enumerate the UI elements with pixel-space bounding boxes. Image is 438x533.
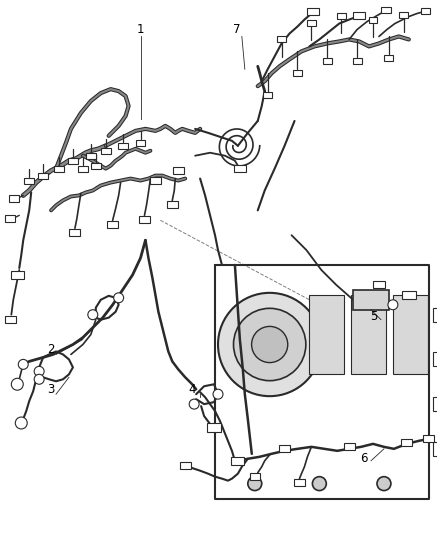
Circle shape bbox=[248, 477, 262, 490]
Circle shape bbox=[15, 417, 27, 429]
Bar bbox=[150, 177, 161, 184]
Bar bbox=[423, 435, 434, 442]
Text: 4: 4 bbox=[188, 383, 196, 395]
Bar bbox=[277, 36, 286, 43]
Text: 6: 6 bbox=[360, 453, 368, 465]
Bar bbox=[309, 295, 344, 374]
Bar bbox=[353, 12, 365, 19]
Bar bbox=[54, 166, 64, 172]
Bar bbox=[293, 70, 302, 76]
Bar bbox=[353, 290, 389, 310]
Bar bbox=[381, 6, 391, 13]
Text: 3: 3 bbox=[47, 383, 55, 395]
Circle shape bbox=[218, 293, 321, 396]
Bar bbox=[263, 92, 272, 98]
Circle shape bbox=[189, 399, 199, 409]
Circle shape bbox=[312, 477, 326, 490]
Circle shape bbox=[34, 366, 44, 376]
Bar bbox=[91, 163, 101, 168]
Bar bbox=[173, 167, 184, 174]
Circle shape bbox=[233, 308, 306, 381]
Bar bbox=[399, 12, 408, 18]
Bar bbox=[68, 158, 78, 164]
Bar bbox=[421, 7, 430, 14]
Bar bbox=[402, 291, 416, 299]
Bar bbox=[231, 457, 244, 465]
Text: 5: 5 bbox=[370, 310, 378, 323]
Bar bbox=[433, 308, 438, 321]
Bar bbox=[167, 201, 178, 208]
Bar bbox=[180, 462, 191, 469]
Bar bbox=[86, 153, 96, 159]
Bar bbox=[433, 397, 438, 411]
Bar bbox=[24, 177, 34, 183]
Bar bbox=[118, 143, 127, 149]
Bar bbox=[250, 473, 260, 480]
Circle shape bbox=[88, 310, 98, 320]
Bar bbox=[353, 58, 362, 64]
Bar bbox=[11, 271, 24, 279]
Circle shape bbox=[251, 326, 288, 362]
Bar bbox=[207, 424, 221, 432]
Bar bbox=[337, 13, 346, 19]
Bar bbox=[368, 17, 378, 22]
Bar bbox=[294, 479, 305, 486]
Bar bbox=[107, 221, 118, 228]
Bar bbox=[433, 352, 438, 366]
Text: 1: 1 bbox=[137, 23, 144, 36]
Circle shape bbox=[388, 300, 398, 310]
Text: 7: 7 bbox=[233, 23, 240, 36]
Bar bbox=[5, 316, 16, 323]
Circle shape bbox=[11, 378, 23, 390]
Bar bbox=[139, 216, 150, 223]
Circle shape bbox=[34, 374, 44, 384]
Bar bbox=[135, 140, 145, 146]
Circle shape bbox=[114, 293, 124, 303]
Bar bbox=[393, 295, 427, 374]
Bar bbox=[385, 55, 393, 61]
Bar bbox=[78, 166, 88, 172]
Bar bbox=[307, 8, 319, 15]
Bar bbox=[401, 439, 412, 446]
Bar bbox=[433, 442, 438, 456]
Bar bbox=[101, 148, 111, 154]
Circle shape bbox=[213, 389, 223, 399]
Bar bbox=[70, 229, 81, 236]
Bar bbox=[351, 295, 386, 374]
Bar bbox=[344, 443, 355, 450]
Bar bbox=[38, 173, 48, 179]
Bar bbox=[234, 165, 246, 172]
Bar bbox=[373, 281, 385, 288]
Bar bbox=[279, 446, 290, 453]
Text: 2: 2 bbox=[47, 343, 55, 356]
Bar bbox=[323, 58, 332, 64]
Bar bbox=[5, 215, 15, 222]
Bar bbox=[307, 20, 316, 26]
Bar bbox=[9, 195, 19, 202]
Circle shape bbox=[18, 359, 28, 369]
Circle shape bbox=[377, 477, 391, 490]
